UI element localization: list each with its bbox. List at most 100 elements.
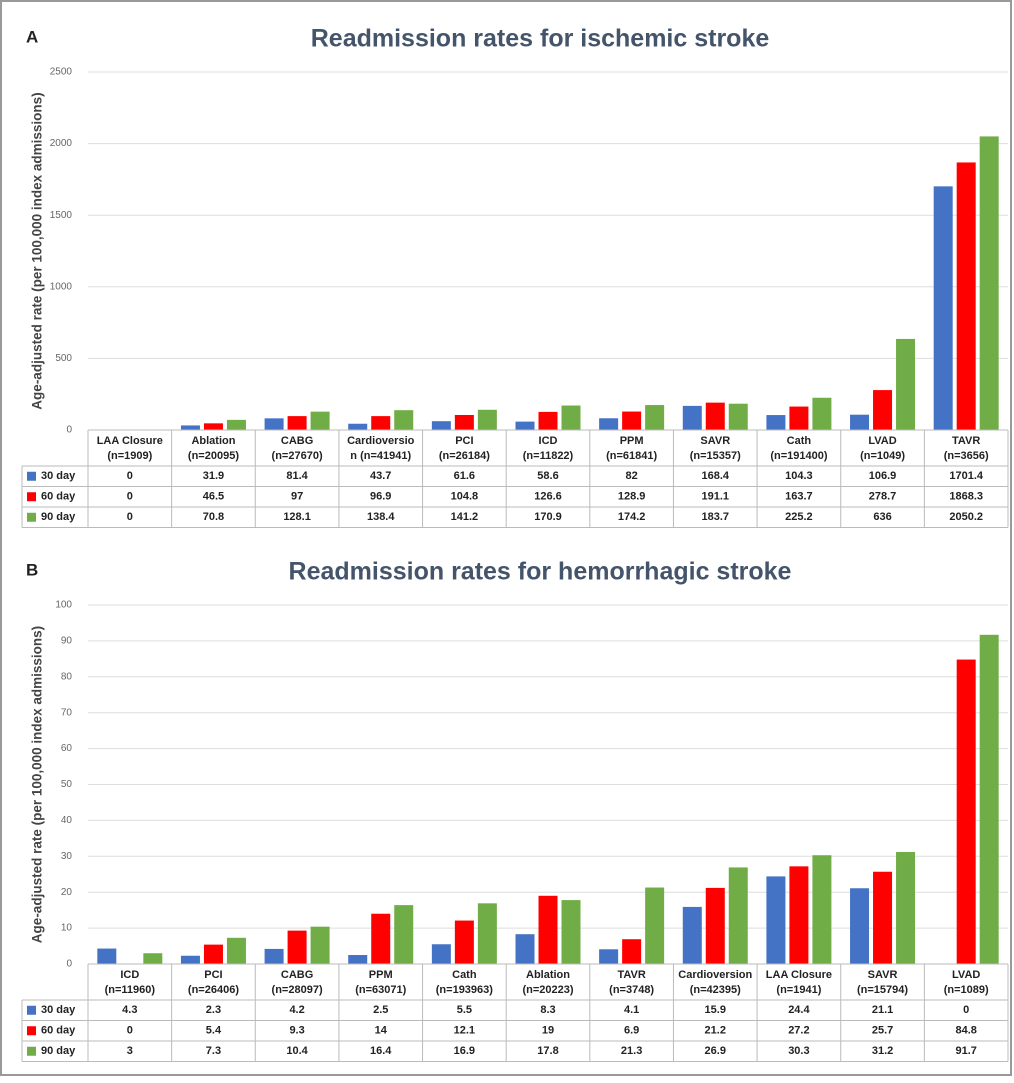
table-value: 126.6	[534, 491, 562, 503]
table-value: 84.8	[955, 1025, 976, 1037]
bar	[180, 425, 200, 430]
x-tick-label: Cardioversion	[678, 969, 752, 981]
bar	[143, 953, 163, 964]
table-value: 170.9	[534, 511, 562, 523]
y-tick-label: 0	[66, 425, 72, 436]
legend-label: 30 day	[41, 1004, 76, 1016]
y-tick-label: 10	[61, 923, 73, 934]
table-value: 104.3	[785, 470, 813, 482]
x-tick-label: (n=20095)	[188, 450, 239, 462]
bar	[394, 905, 414, 964]
table-value: 191.1	[702, 491, 730, 503]
table-value: 138.4	[367, 511, 395, 523]
x-tick-label: SAVR	[700, 435, 730, 447]
x-tick-label: (n=1909)	[107, 450, 152, 462]
bar	[705, 887, 725, 964]
table-value: 0	[127, 491, 133, 503]
table-value: 128.9	[618, 491, 646, 503]
x-tick-label: LAA Closure	[766, 969, 832, 981]
bar	[873, 390, 893, 430]
table-value: 225.2	[785, 511, 813, 523]
bar	[287, 930, 307, 964]
x-tick-label: (n=1049)	[860, 450, 905, 462]
x-tick-label: (n=20223)	[522, 984, 573, 996]
table-value: 2.5	[373, 1004, 388, 1016]
y-tick-label: 2000	[50, 138, 73, 149]
x-tick-label: (n=1089)	[944, 984, 989, 996]
bar	[622, 411, 642, 430]
panel-label: A	[26, 27, 38, 46]
y-tick-label: 1000	[50, 281, 73, 292]
table-value: 21.3	[621, 1045, 642, 1057]
table-value: 91.7	[955, 1045, 976, 1057]
bar	[431, 944, 451, 964]
bar	[348, 423, 368, 430]
bar	[310, 411, 330, 430]
table-value: 9.3	[289, 1025, 304, 1037]
table-value: 61.6	[454, 470, 475, 482]
x-tick-label: (n=42395)	[690, 984, 741, 996]
table-value: 81.4	[286, 470, 308, 482]
bar	[180, 955, 200, 964]
bar	[477, 409, 497, 430]
legend-swatch	[27, 492, 36, 502]
x-tick-label: (n=26406)	[188, 984, 239, 996]
x-tick-label: PPM	[369, 969, 393, 981]
table-value: 0	[127, 470, 133, 482]
table-value: 17.8	[537, 1045, 558, 1057]
table-value: 0	[127, 511, 133, 523]
x-tick-label: PPM	[620, 435, 644, 447]
bar	[645, 405, 665, 430]
x-tick-label: PCI	[455, 435, 473, 447]
bar	[933, 186, 953, 430]
x-tick-label: (n=15357)	[690, 450, 741, 462]
y-tick-label: 90	[61, 636, 73, 647]
y-axis-label: Age-adjusted rate (per 100,000 index adm…	[30, 92, 45, 409]
bar	[394, 410, 414, 430]
table-value: 168.4	[702, 470, 730, 482]
y-tick-label: 1500	[50, 210, 73, 221]
table-value: 97	[291, 491, 303, 503]
table-value: 96.9	[370, 491, 391, 503]
table-value: 5.5	[457, 1004, 472, 1016]
bar	[812, 397, 832, 430]
x-tick-label: TAVR	[617, 969, 645, 981]
bar	[896, 338, 916, 430]
bar	[226, 419, 246, 430]
table-value: 82	[626, 470, 638, 482]
table-value: 1701.4	[949, 470, 984, 482]
table-value: 21.1	[872, 1004, 893, 1016]
x-tick-label: (n=191400)	[770, 450, 828, 462]
y-tick-label: 40	[61, 815, 73, 826]
x-tick-label: (n=3656)	[944, 450, 989, 462]
bar	[310, 926, 330, 964]
table-value: 25.7	[872, 1025, 893, 1037]
x-tick-label: PCI	[204, 969, 222, 981]
y-tick-label: 80	[61, 671, 73, 682]
bar	[789, 866, 809, 964]
x-tick-label: SAVR	[868, 969, 898, 981]
bar	[682, 906, 702, 964]
bar	[515, 934, 535, 964]
bar	[264, 418, 284, 430]
bar	[454, 920, 474, 964]
table-value: 21.2	[705, 1025, 726, 1037]
table-value: 174.2	[618, 511, 646, 523]
y-tick-label: 500	[55, 353, 72, 364]
y-tick-label: 50	[61, 779, 73, 790]
bar	[896, 851, 916, 964]
y-tick-label: 0	[66, 959, 72, 970]
table-value: 43.7	[370, 470, 391, 482]
x-tick-label: LVAD	[952, 969, 980, 981]
x-tick-label: CABG	[281, 969, 313, 981]
table-value: 10.4	[286, 1045, 308, 1057]
y-tick-label: 100	[55, 600, 72, 611]
x-tick-label: (n=3748)	[609, 984, 654, 996]
legend-label: 90 day	[41, 511, 76, 523]
x-tick-label: (n=28097)	[272, 984, 323, 996]
bar	[348, 955, 368, 964]
table-value: 19	[542, 1025, 554, 1037]
bar	[226, 937, 246, 964]
bar	[599, 418, 619, 430]
